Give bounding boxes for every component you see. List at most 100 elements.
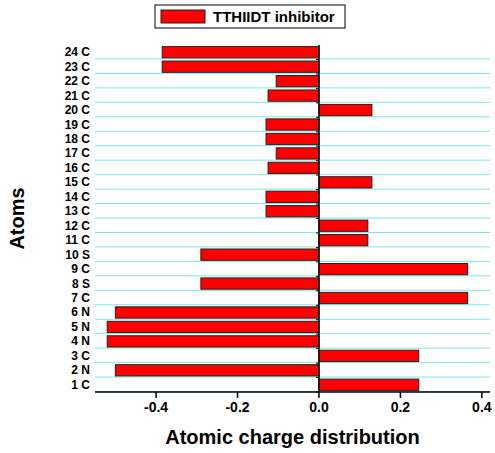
grid-line xyxy=(95,102,490,103)
y-tick xyxy=(316,146,319,147)
y-tick xyxy=(316,73,319,74)
y-tick-label: 9 C xyxy=(71,262,90,276)
y-tick xyxy=(316,261,319,262)
bar xyxy=(319,177,372,188)
y-tick xyxy=(316,117,319,118)
y-tick-label: 2 N xyxy=(71,363,90,377)
bar xyxy=(319,220,368,231)
y-tick xyxy=(316,305,319,306)
bar xyxy=(201,278,319,289)
bar xyxy=(276,76,319,87)
bar xyxy=(319,350,419,361)
x-tick xyxy=(318,392,320,398)
y-tick-label: 6 N xyxy=(71,305,90,319)
x-tick-label: 0.2 xyxy=(391,399,411,415)
bar xyxy=(266,133,319,144)
grid-line xyxy=(95,362,490,363)
y-tick-label: 17 C xyxy=(65,146,91,160)
grid-line xyxy=(95,377,490,378)
grid-line xyxy=(95,218,490,219)
bar xyxy=(115,307,319,318)
y-tick-label: 4 N xyxy=(71,334,90,348)
y-tick-label: 23 C xyxy=(65,60,91,74)
x-tick-label: 0.0 xyxy=(309,399,329,415)
grid-line xyxy=(95,232,490,233)
y-tick xyxy=(316,319,319,320)
y-tick-label: 8 S xyxy=(72,277,90,291)
grid-line xyxy=(95,348,490,349)
y-tick xyxy=(316,218,319,219)
y-tick xyxy=(316,189,319,190)
y-tick-label: 21 C xyxy=(65,89,91,103)
x-tick xyxy=(155,392,157,398)
legend-label: TTHIIDT inhibitor xyxy=(213,8,335,25)
y-tick xyxy=(316,334,319,335)
chart-container: -0.4-0.20.00.20.41 C2 N3 C4 N5 N6 N7 C8 … xyxy=(0,0,495,453)
bar xyxy=(162,47,319,58)
y-tick xyxy=(316,131,319,132)
y-tick xyxy=(316,88,319,89)
y-tick xyxy=(316,232,319,233)
bar xyxy=(276,148,319,159)
x-tick xyxy=(481,392,483,398)
y-tick xyxy=(316,363,319,364)
x-tick xyxy=(400,392,402,398)
y-tick-label: 24 C xyxy=(65,45,91,59)
bar xyxy=(107,336,319,347)
bar xyxy=(319,235,368,246)
bars xyxy=(107,47,467,391)
y-tick xyxy=(316,276,319,277)
x-tick xyxy=(237,392,239,398)
bar xyxy=(201,249,319,260)
legend-box xyxy=(155,5,345,28)
x-tick-label: -0.4 xyxy=(144,399,168,415)
grid-line xyxy=(95,275,490,276)
y-tick-label: 5 N xyxy=(71,320,90,334)
y-axis-title: Atoms xyxy=(6,187,28,249)
x-axis-title: Atomic charge distribution xyxy=(165,426,419,448)
grid-line xyxy=(95,319,490,320)
y-tick xyxy=(316,377,319,378)
grid-line xyxy=(95,174,490,175)
grid-line xyxy=(95,116,490,117)
bar xyxy=(266,119,319,130)
bar xyxy=(266,191,319,202)
y-tick-label: 14 C xyxy=(65,190,91,204)
grid-line xyxy=(95,160,490,161)
grid-line xyxy=(95,87,490,88)
bar xyxy=(319,263,468,274)
bar xyxy=(268,90,319,101)
grid-line xyxy=(95,58,490,59)
bar xyxy=(162,61,319,72)
grid-line xyxy=(95,203,490,204)
grid-line xyxy=(95,73,490,74)
bar xyxy=(319,104,372,115)
y-tick-label: 22 C xyxy=(65,74,91,88)
grid-line xyxy=(95,145,490,146)
grid-line xyxy=(95,333,490,334)
grid-line xyxy=(95,131,490,132)
y-tick-label: 20 C xyxy=(65,103,91,117)
y-tick-label: 3 C xyxy=(71,349,90,363)
y-tick-label: 12 C xyxy=(65,219,91,233)
bar xyxy=(115,365,319,376)
grid-line xyxy=(95,246,490,247)
grid-line xyxy=(95,290,490,291)
y-tick xyxy=(316,247,319,248)
bar xyxy=(268,162,319,173)
legend-swatch xyxy=(161,10,205,23)
x-tick-label: 0.4 xyxy=(472,399,492,415)
y-tick-label: 18 C xyxy=(65,132,91,146)
grid-line xyxy=(95,189,490,190)
y-tick xyxy=(316,175,319,176)
y-tick xyxy=(316,204,319,205)
y-tick-label: 13 C xyxy=(65,204,91,218)
y-tick xyxy=(316,102,319,103)
bar xyxy=(319,379,419,390)
x-tick-label: -0.2 xyxy=(225,399,249,415)
x-axis-line xyxy=(95,391,490,393)
y-tick-label: 16 C xyxy=(65,161,91,175)
grid-line xyxy=(95,304,490,305)
y-tick xyxy=(316,290,319,291)
y-tick-label: 7 C xyxy=(71,291,90,305)
